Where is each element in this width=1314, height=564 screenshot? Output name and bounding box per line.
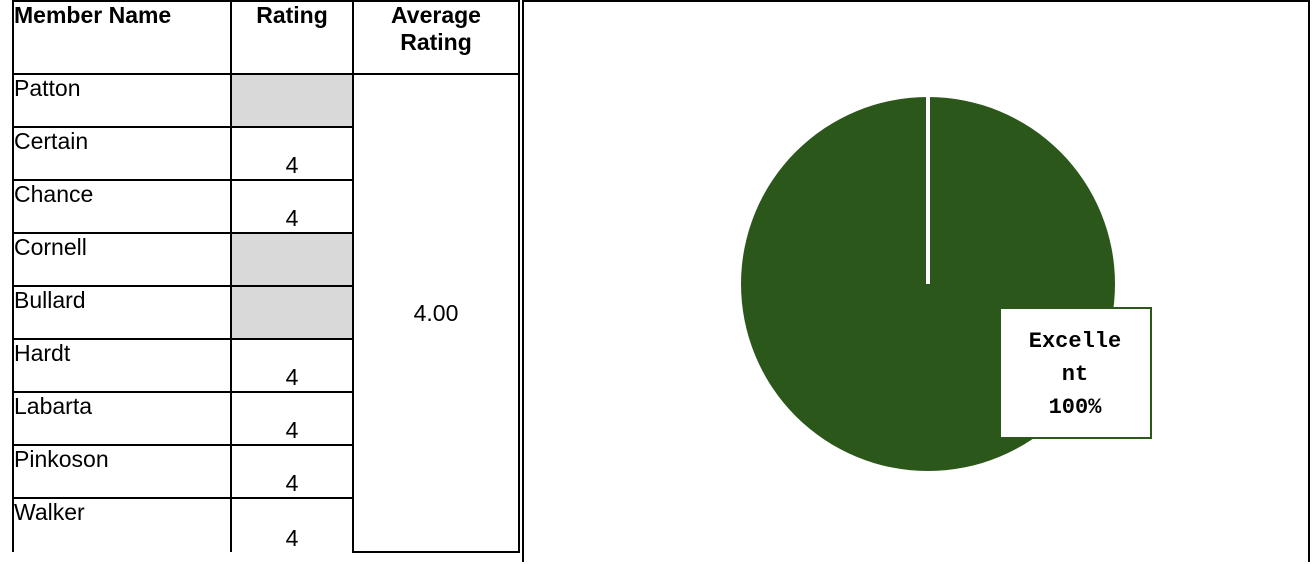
rating-cell: 4 (230, 391, 354, 446)
table-row: Walker 4 (12, 497, 519, 552)
chart-panel: Excelle nt 100% (522, 0, 1310, 562)
table-row: Bullard (12, 285, 519, 340)
data-label-line: Excelle (1029, 329, 1121, 354)
rating-cell: 4 (230, 179, 354, 234)
pie-chart: Excelle nt 100% (741, 97, 1152, 471)
page-frame: Member Name Rating Average Rating Patton… (12, 0, 1312, 564)
rating-cell (230, 73, 354, 128)
header-member-name: Member Name (12, 0, 232, 75)
member-name-cell: Labarta (12, 391, 232, 446)
average-rating-cell: 4.00 (352, 73, 520, 553)
rating-cell: 4 (230, 497, 354, 552)
data-label-line: nt (1062, 362, 1088, 387)
table-body: Patton 4.00 Certain 4 Chance 4 Cornell Bullard H… (12, 73, 520, 553)
rating-cell (230, 285, 354, 340)
table-row: Chance 4 (12, 179, 519, 234)
member-name-cell: Certain (12, 126, 232, 181)
header-row: Member Name Rating Average Rating (12, 0, 520, 75)
member-name-cell: Patton (12, 73, 232, 128)
ratings-table: Member Name Rating Average Rating Patton… (12, 0, 520, 553)
rating-cell: 4 (230, 444, 354, 499)
member-name-cell: Hardt (12, 338, 232, 393)
member-name-cell: Cornell (12, 232, 232, 287)
data-label-line: 100% (1049, 395, 1103, 420)
data-label-box (999, 307, 1152, 439)
table-row: Cornell (12, 232, 519, 287)
table-row: Labarta 4 (12, 391, 519, 446)
table-row: Certain 4 (12, 126, 519, 181)
member-name-cell: Walker (12, 497, 232, 552)
data-label-excellent: Excelle nt 100% (999, 307, 1152, 439)
header-rating: Rating (230, 0, 354, 75)
rating-cell: 4 (230, 126, 354, 181)
table-row: Hardt 4 (12, 338, 519, 393)
table-row: Patton 4.00 (12, 73, 520, 553)
member-name-cell: Bullard (12, 285, 232, 340)
rating-cell: 4 (230, 338, 354, 393)
member-name-cell: Chance (12, 179, 232, 234)
member-name-cell: Pinkoson (12, 444, 232, 499)
rating-cell (230, 232, 354, 287)
table-row: Pinkoson 4 (12, 444, 519, 499)
header-average-rating: Average Rating (352, 0, 520, 75)
